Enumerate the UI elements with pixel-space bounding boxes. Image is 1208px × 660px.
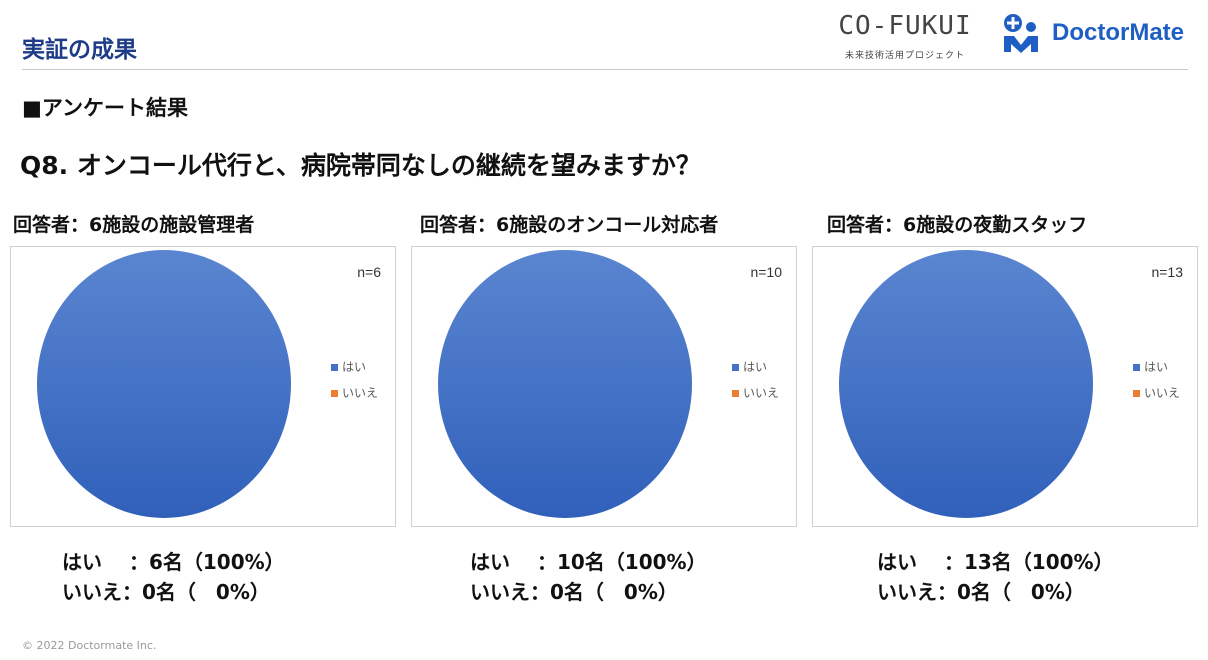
summary-yes: はい ：6名（100%）: [62, 550, 285, 574]
summary-no: いいえ：0名（ 0%）: [470, 580, 678, 604]
question-title: Q8. オンコール代行と、病院帯同なしの継続を望みますか？: [20, 151, 701, 180]
copyright: © 2022 Doctormate Inc.: [22, 639, 157, 652]
summary-no: いいえ：0名（ 0%）: [62, 580, 270, 604]
summary-oncall: はい ：10名（100%） いいえ：0名（ 0%）: [470, 547, 707, 607]
pie-chart-night-staff: n=13 はいいいえ: [812, 246, 1198, 527]
pie-slice-yes: [37, 250, 291, 518]
legend-swatch-yes: [331, 364, 338, 371]
legend-label-no: いいえ: [743, 386, 779, 400]
legend-label-yes: はい: [342, 360, 366, 374]
summary-yes: はい ：10名（100%）: [470, 550, 707, 574]
doctormate-logo: DoctorMate: [1000, 12, 1190, 56]
sample-size-label: n=13: [1151, 264, 1183, 280]
respondent-label-managers: 回答者：6施設の施設管理者: [13, 214, 255, 236]
legend-swatch-no: [1133, 390, 1140, 397]
summary-managers: はい ：6名（100%） いいえ：0名（ 0%）: [62, 547, 285, 607]
legend-swatch-no: [732, 390, 739, 397]
legend-label-yes: はい: [1144, 360, 1168, 374]
cofukui-logo-text: CO-FUKUI: [838, 11, 972, 41]
cofukui-logo: CO-FUKUI 未来技術活用プロジェクト: [830, 10, 980, 61]
summary-no: いいえ：0名（ 0%）: [877, 580, 1085, 604]
header-divider: [22, 69, 1188, 70]
page-title: 実証の成果: [22, 37, 137, 63]
doctormate-logo-icon: [1004, 14, 1038, 53]
summary-night-staff: はい ：13名（100%） いいえ：0名（ 0%）: [877, 547, 1114, 607]
pie-slice-yes: [438, 250, 692, 518]
sample-size-label: n=10: [750, 264, 782, 280]
pie-chart-managers: n=6 はいいいえ: [10, 246, 396, 527]
legend-label-no: いいえ: [1144, 386, 1180, 400]
respondent-label-night-staff: 回答者：6施設の夜勤スタッフ: [827, 214, 1088, 236]
legend-swatch-yes: [732, 364, 739, 371]
pie-slice-yes: [839, 250, 1093, 518]
legend-swatch-yes: [1133, 364, 1140, 371]
legend-label-yes: はい: [743, 360, 767, 374]
sample-size-label: n=6: [357, 264, 381, 280]
legend-label-no: いいえ: [342, 386, 378, 400]
respondent-label-oncall: 回答者：6施設のオンコール対応者: [420, 214, 719, 236]
legend-swatch-no: [331, 390, 338, 397]
pie-chart-oncall: n=10 はいいいえ: [411, 246, 797, 527]
section-title: ■アンケート結果: [22, 96, 189, 120]
doctormate-logo-text: DoctorMate: [1052, 19, 1185, 46]
cofukui-logo-subtitle: 未来技術活用プロジェクト: [844, 51, 965, 61]
summary-yes: はい ：13名（100%）: [877, 550, 1114, 574]
